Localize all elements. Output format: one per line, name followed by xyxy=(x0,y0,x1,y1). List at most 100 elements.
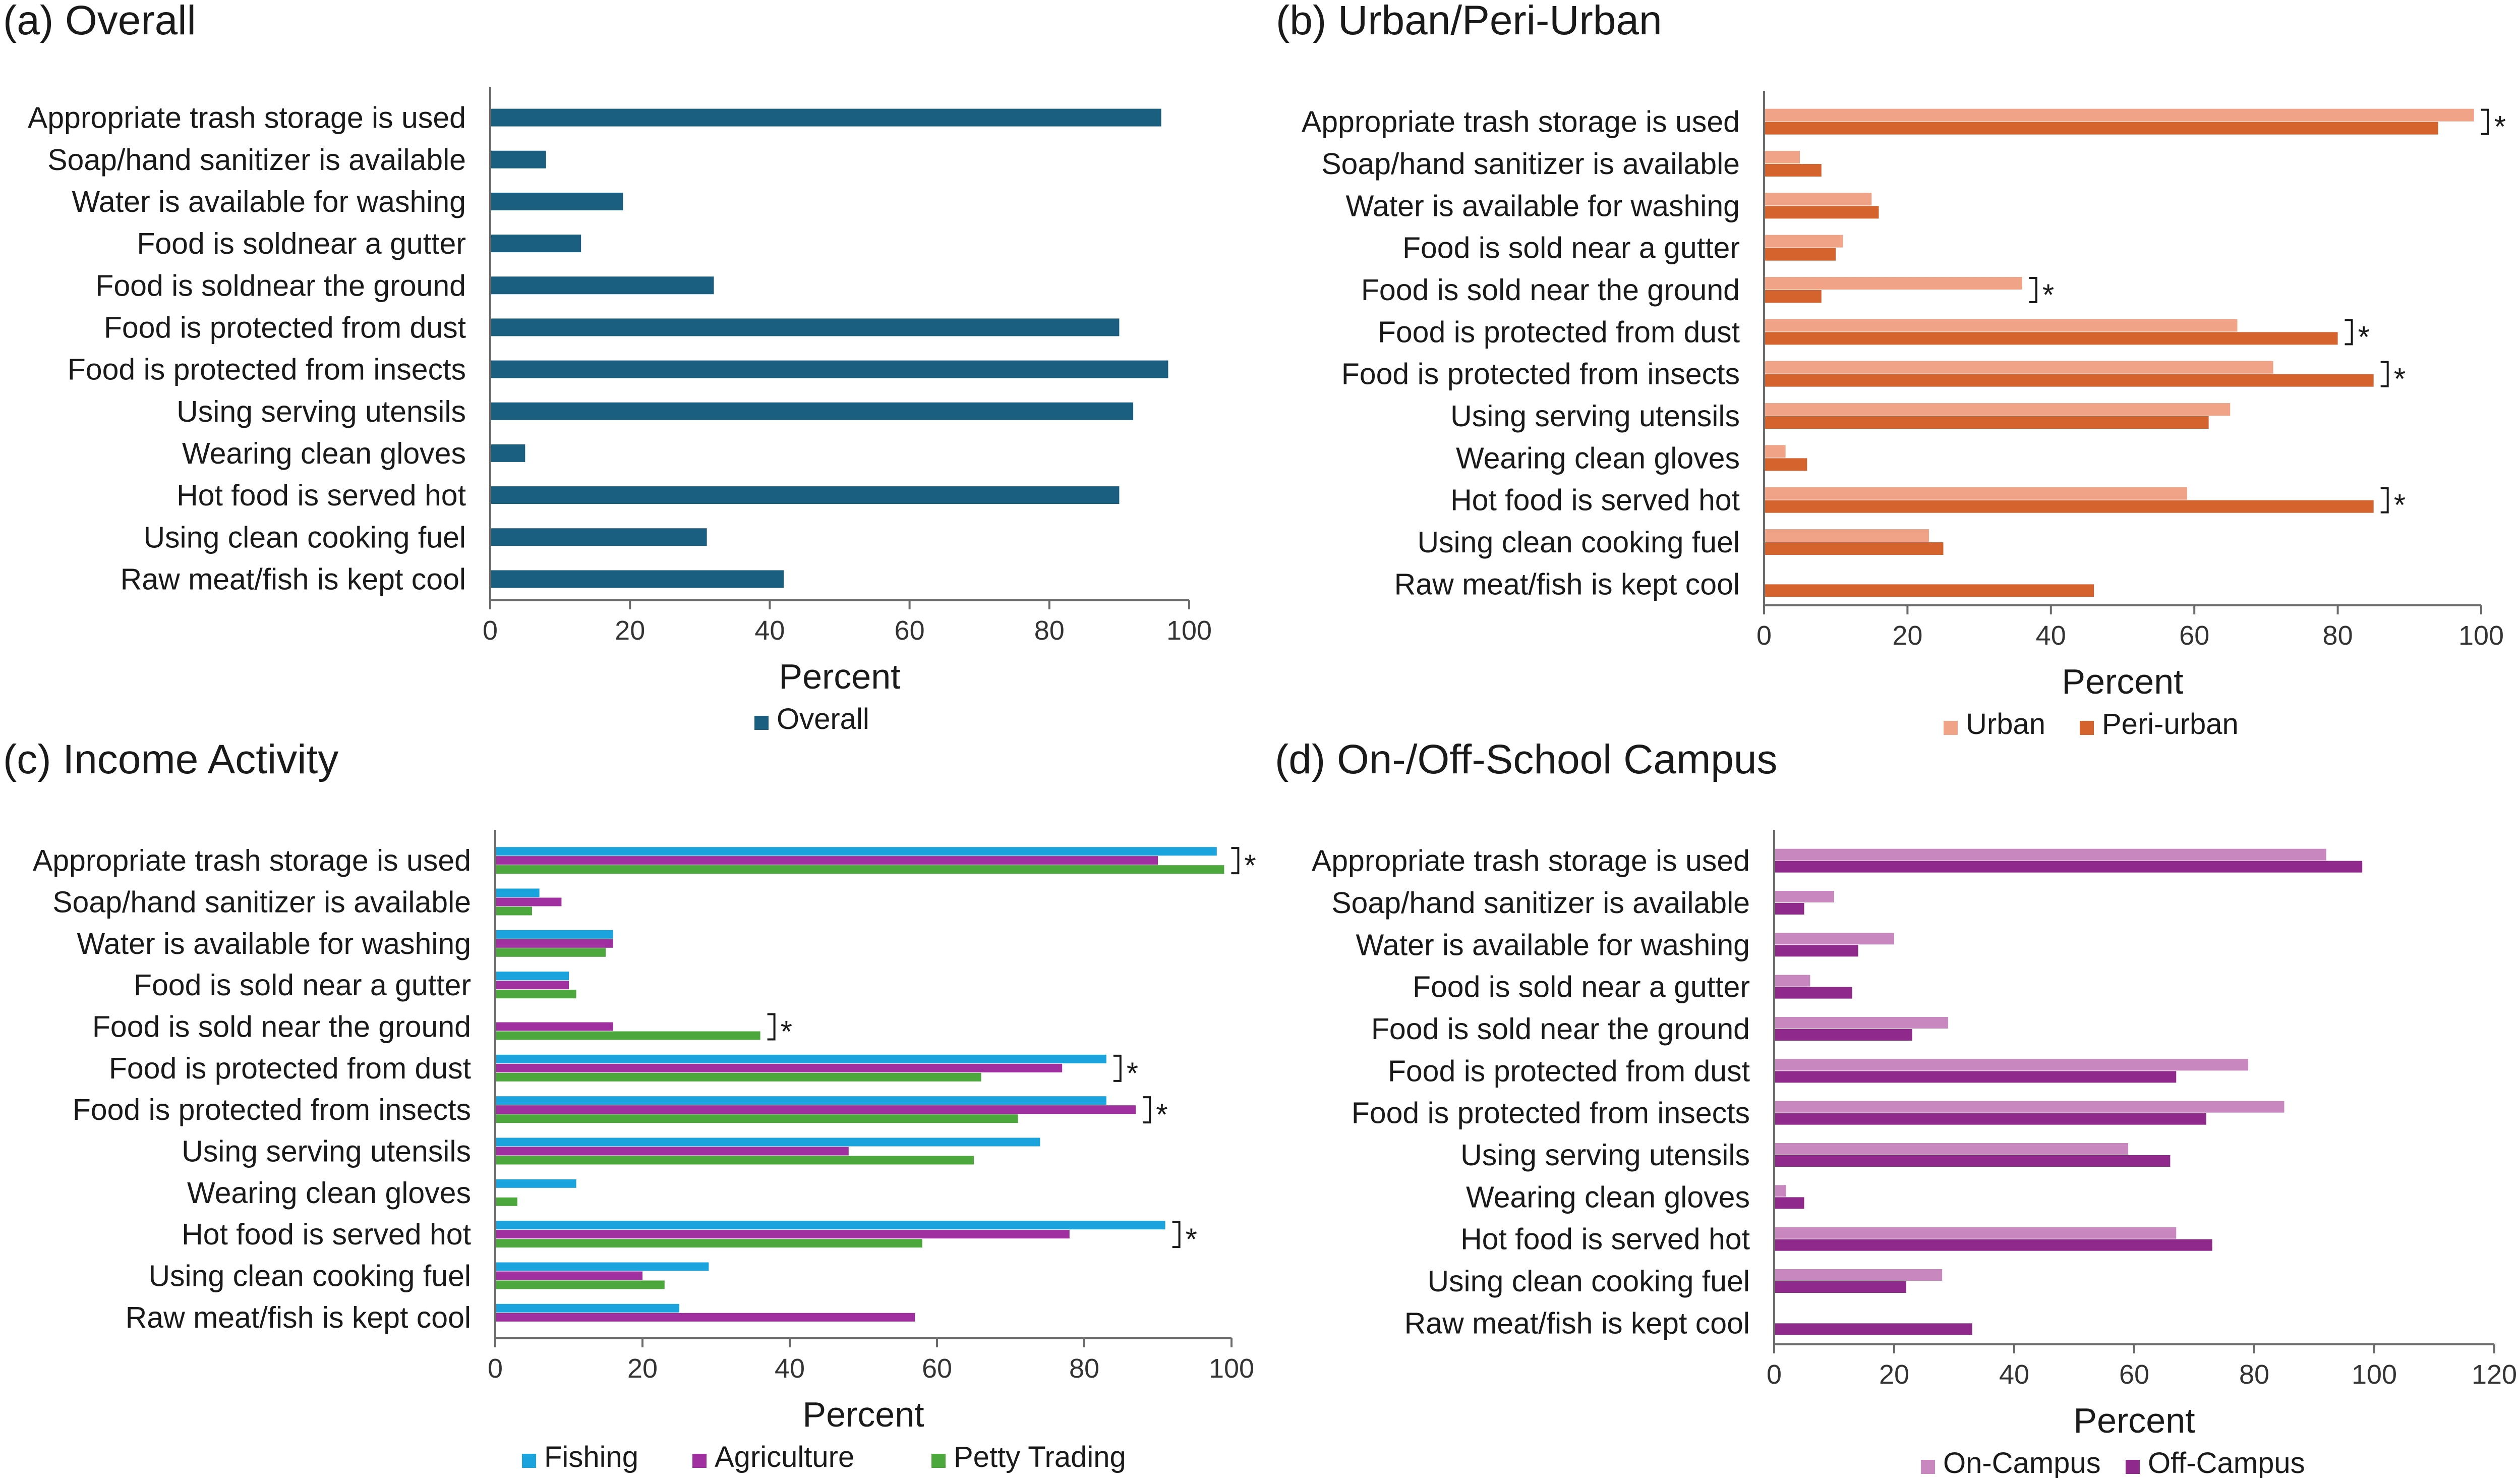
bar-fishing xyxy=(495,930,613,939)
legend-swatch-urban xyxy=(1944,721,1958,735)
category-label: Food is soldnear the ground xyxy=(95,269,466,302)
category-label: Food is protected from insects xyxy=(1352,1097,1750,1130)
category-label: Food is sold near a gutter xyxy=(134,969,471,1002)
bar-off-campus xyxy=(1774,1071,2177,1083)
category-label: Using serving utensils xyxy=(177,395,466,428)
legend-label-petty-trading: Petty Trading xyxy=(954,1441,1126,1473)
legend-swatch-fishing xyxy=(522,1454,536,1468)
bar-off-campus xyxy=(1774,1113,2206,1125)
x-tick-label: 20 xyxy=(1879,1359,1909,1390)
x-tick-label: 0 xyxy=(1767,1359,1782,1390)
category-label: Food is sold near a gutter xyxy=(1413,971,1750,1004)
bar-on-campus xyxy=(1774,975,1810,987)
category-label: Appropriate trash storage is used xyxy=(28,101,466,135)
bar-overall xyxy=(490,528,707,546)
x-tick-label: 80 xyxy=(2239,1359,2269,1390)
bar-petty-trading xyxy=(495,990,576,999)
category-label: Raw meat/fish is kept cool xyxy=(1404,1306,1750,1340)
bar-agriculture xyxy=(495,1230,1070,1239)
category-label: Water is available for washing xyxy=(72,185,466,218)
bar-off-campus xyxy=(1774,903,1804,915)
bar-agriculture xyxy=(495,1022,613,1031)
significance-bracket xyxy=(1231,847,1240,875)
bar-peri-urban xyxy=(1764,458,1807,471)
category-label: Food is protected from dust xyxy=(1388,1054,1750,1088)
bar-agriculture xyxy=(495,1271,642,1280)
bar-off-campus xyxy=(1774,1239,2212,1251)
bar-agriculture xyxy=(495,1063,1063,1072)
significance-mark: * xyxy=(2494,110,2506,144)
bar-overall xyxy=(490,444,525,462)
x-tick-label: 60 xyxy=(2119,1359,2149,1390)
bar-overall xyxy=(490,360,1168,378)
significance-bracket xyxy=(2380,361,2389,387)
bar-petty-trading xyxy=(495,1114,1018,1123)
bar-petty-trading xyxy=(495,1156,974,1165)
x-axis-title: Percent xyxy=(802,1395,924,1434)
bar-urban xyxy=(1764,151,1800,163)
bar-peri-urban xyxy=(1764,248,1836,261)
bar-agriculture xyxy=(495,1147,849,1156)
bar-off-campus xyxy=(1774,1155,2171,1167)
x-tick-label: 80 xyxy=(1034,615,1065,646)
panel-title: (b) Urban/Peri-Urban xyxy=(1276,0,1662,43)
legend-label-on-campus: On-Campus xyxy=(1943,1447,2101,1478)
bar-overall xyxy=(490,235,581,253)
bar-peri-urban xyxy=(1764,206,1879,219)
category-label: Food is sold near the ground xyxy=(1371,1012,1750,1046)
category-label: Soap/hand sanitizer is available xyxy=(52,886,471,919)
category-label: Water is available for washing xyxy=(77,927,471,960)
bar-peri-urban xyxy=(1764,164,1822,177)
x-tick-label: 100 xyxy=(2352,1359,2397,1390)
bar-overall xyxy=(490,150,546,168)
bar-urban xyxy=(1764,487,2187,500)
bar-off-campus xyxy=(1774,1197,1804,1209)
bar-on-campus xyxy=(1774,1269,1943,1281)
x-tick-label: 60 xyxy=(895,615,925,646)
significance-bracket xyxy=(1143,1096,1151,1124)
x-axis-title: Percent xyxy=(779,657,900,696)
x-axis-title: Percent xyxy=(2062,662,2183,701)
category-label: Water is available for washing xyxy=(1356,928,1750,961)
panel-urban-periurban: (b) Urban/Peri-Urban Appropriate trash s… xyxy=(1260,0,2520,739)
bar-peri-urban xyxy=(1764,290,1822,303)
category-label: Food is protected from dust xyxy=(104,311,466,344)
bar-off-campus xyxy=(1774,1323,1972,1335)
category-label: Raw meat/fish is kept cool xyxy=(126,1301,471,1334)
category-label: Food is sold near the ground xyxy=(92,1010,471,1044)
x-tick-label: 20 xyxy=(615,615,645,646)
category-label: Raw meat/fish is kept cool xyxy=(1394,567,1740,601)
bar-overall xyxy=(490,486,1120,504)
significance-bracket xyxy=(2481,108,2489,135)
x-tick-label: 40 xyxy=(2036,620,2066,651)
significance-bracket xyxy=(2029,277,2037,303)
panel-campus: (d) On-/Off-School Campus Appropriate tr… xyxy=(1260,736,2520,1478)
bar-peri-urban xyxy=(1764,416,2209,429)
category-label: Using serving utensils xyxy=(1450,400,1740,433)
category-label: Appropriate trash storage is used xyxy=(1312,844,1750,878)
chart-income-activity: Appropriate trash storage is used * Soap/h… xyxy=(33,830,1256,1473)
bar-off-campus xyxy=(1774,1281,1906,1293)
bar-fishing xyxy=(495,1303,679,1313)
category-label: Using clean cooking fuel xyxy=(148,1260,471,1293)
category-label: Wearing clean gloves xyxy=(187,1176,471,1210)
bar-peri-urban xyxy=(1764,500,2374,513)
legend-swatch-agriculture xyxy=(692,1454,707,1468)
bar-petty-trading xyxy=(495,1280,665,1289)
bar-petty-trading xyxy=(495,1072,981,1082)
category-label: Using clean cooking fuel xyxy=(1427,1265,1750,1298)
legend-label-fishing: Fishing xyxy=(544,1441,638,1473)
category-label: Hot food is served hot xyxy=(1460,1223,1750,1256)
bar-on-campus xyxy=(1774,891,1834,902)
category-label: Food is sold near the ground xyxy=(1361,273,1740,307)
bar-fishing xyxy=(495,1262,709,1271)
bar-peri-urban xyxy=(1764,122,2438,135)
legend-swatch-on-campus xyxy=(1921,1460,1935,1474)
bar-peri-urban xyxy=(1764,374,2374,387)
legend-label-peri-urban: Peri-urban xyxy=(2102,708,2239,739)
category-label: Appropriate trash storage is used xyxy=(1302,105,1740,139)
category-label: Food is sold near a gutter xyxy=(1402,232,1740,265)
chart-overall: Appropriate trash storage is used Soap/ha… xyxy=(28,87,1212,735)
x-tick-label: 60 xyxy=(922,1353,952,1384)
bar-overall xyxy=(490,108,1161,127)
